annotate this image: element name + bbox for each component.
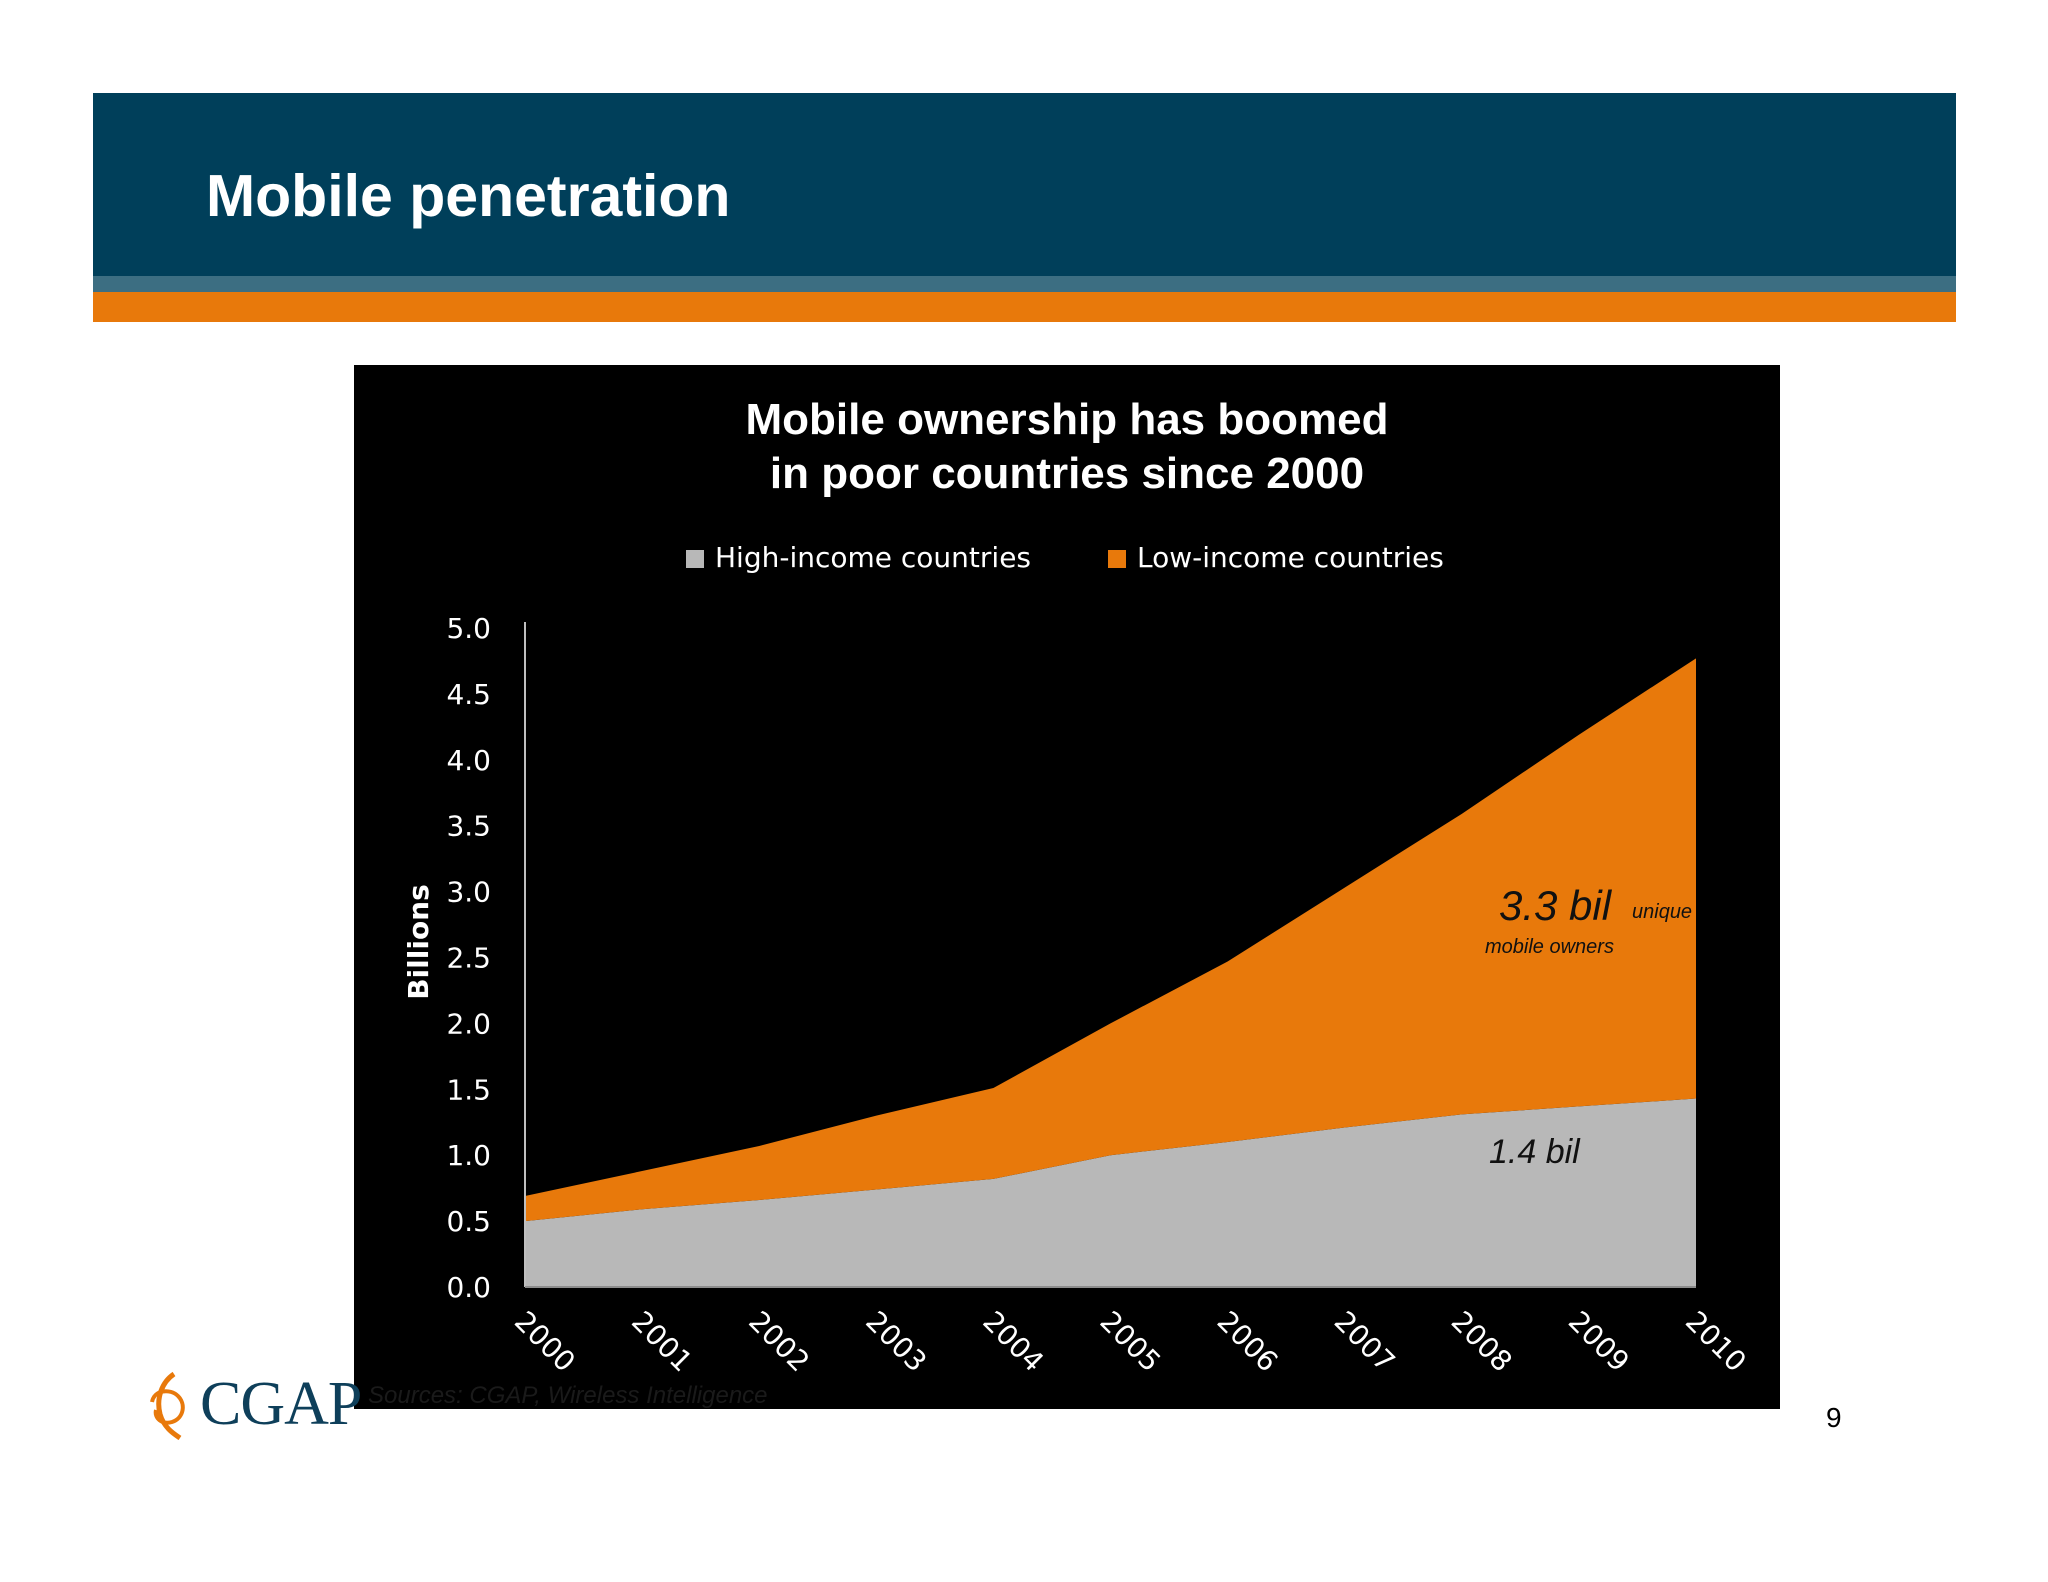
cgap-logo-mark-icon <box>150 1371 185 1441</box>
y-tick-label: 0.5 <box>446 1205 491 1238</box>
area-series <box>525 1098 1696 1287</box>
x-tick-label: 2007 <box>1328 1305 1402 1379</box>
chart-title-line: in poor countries since 2000 <box>770 449 1364 498</box>
page-number: 9 <box>1826 1402 1842 1433</box>
x-tick-label: 2002 <box>742 1305 816 1379</box>
annotation-low-unique: unique <box>1632 901 1692 923</box>
cgap-logo: CGAP <box>144 1368 362 1441</box>
legend-swatch <box>686 550 704 568</box>
y-tick-label: 1.5 <box>446 1073 491 1106</box>
x-tick-label: 2009 <box>1562 1305 1636 1379</box>
legend-swatch <box>1108 550 1126 568</box>
x-tick-label: 2006 <box>1211 1305 1285 1379</box>
cgap-logo-text: CGAP <box>200 1370 362 1438</box>
annotation-low-value: 3.3 bil <box>1499 882 1613 929</box>
x-tick-label: 2001 <box>625 1305 699 1379</box>
slide-title: Mobile penetration <box>206 163 731 229</box>
y-tick-label: 2.5 <box>446 942 491 975</box>
x-tick-label: 2010 <box>1679 1305 1753 1379</box>
x-tick-label: 2005 <box>1094 1305 1168 1379</box>
annotation-low-owners: mobile owners <box>1485 936 1614 958</box>
y-tick-label: 0.0 <box>446 1271 491 1304</box>
x-tick-label: 2000 <box>508 1305 582 1379</box>
area-chart: Mobile ownership has boomed in poor count… <box>402 395 1753 1379</box>
y-tick-label: 2.0 <box>446 1007 491 1040</box>
x-tick-label: 2008 <box>1445 1305 1519 1379</box>
header-stripe-orange <box>93 292 1956 322</box>
y-tick-label: 3.5 <box>446 810 491 843</box>
y-axis-label: Billions <box>402 884 435 1000</box>
y-tick-label: 5.0 <box>446 612 491 645</box>
chart-container: Mobile ownership has boomed in poor count… <box>354 365 1780 1409</box>
x-tick-label: 2003 <box>859 1305 933 1379</box>
legend-label: Low-income countries <box>1137 541 1444 574</box>
annotation-high-value: 1.4 bil <box>1489 1133 1581 1171</box>
x-tick-label: 2004 <box>976 1305 1050 1379</box>
y-tick-label: 3.0 <box>446 876 491 909</box>
y-tick-label: 4.0 <box>446 744 491 777</box>
header-band <box>93 93 1956 276</box>
header-stripe-blue <box>93 276 1956 292</box>
legend-label: High-income countries <box>715 541 1031 574</box>
y-tick-label: 1.0 <box>446 1139 491 1172</box>
sources-note: Sources: CGAP, Wireless Intelligence <box>368 1382 768 1409</box>
area-series <box>525 658 1696 1222</box>
y-tick-label: 4.5 <box>446 678 491 711</box>
chart-title-line: Mobile ownership has boomed <box>746 395 1389 444</box>
